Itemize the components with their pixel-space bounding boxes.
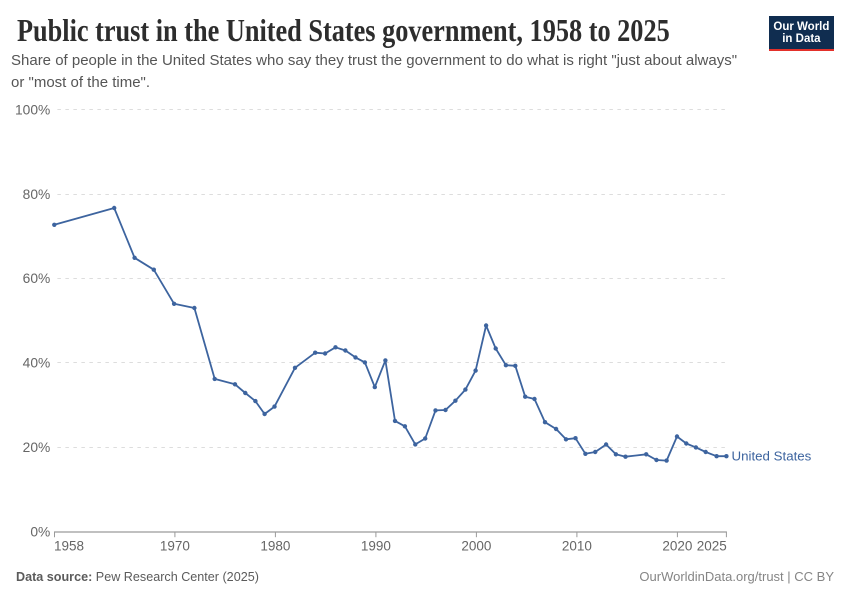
svg-text:2020: 2020 [662, 538, 692, 553]
svg-text:United States: United States [732, 449, 812, 464]
svg-text:1990: 1990 [361, 538, 391, 553]
svg-text:1958: 1958 [54, 538, 84, 553]
svg-text:2000: 2000 [461, 538, 491, 553]
svg-text:2010: 2010 [562, 538, 592, 553]
svg-text:1970: 1970 [160, 538, 190, 553]
svg-text:80%: 80% [23, 187, 51, 202]
svg-text:100%: 100% [15, 102, 50, 117]
svg-text:1980: 1980 [260, 538, 290, 553]
svg-text:60%: 60% [23, 271, 51, 286]
svg-text:40%: 40% [23, 356, 51, 371]
svg-text:2025: 2025 [697, 538, 727, 553]
svg-text:20%: 20% [23, 440, 51, 455]
svg-text:0%: 0% [30, 524, 50, 539]
